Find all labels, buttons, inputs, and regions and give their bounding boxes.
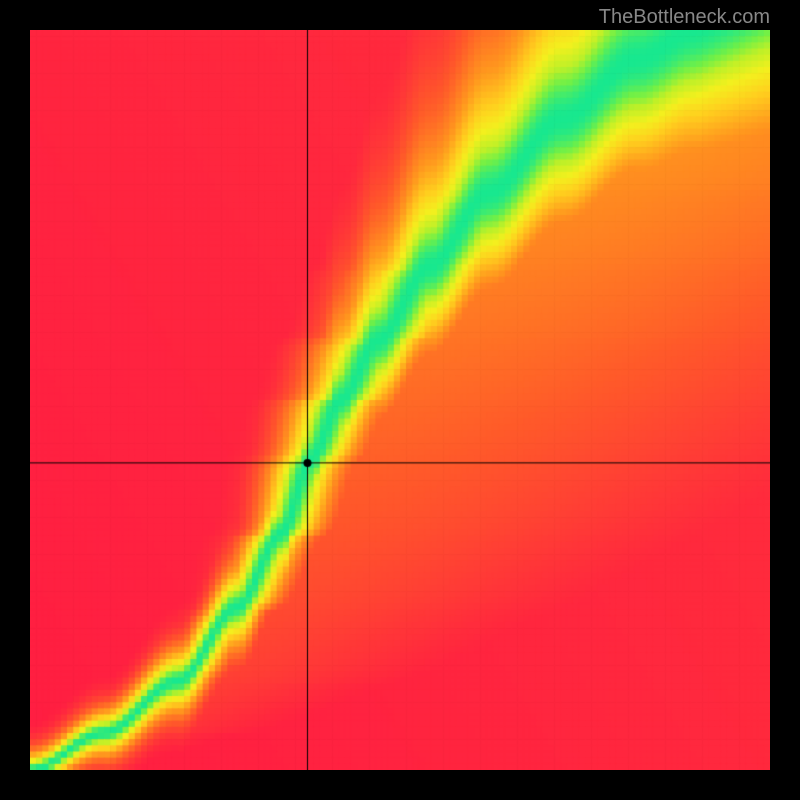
watermark-text: TheBottleneck.com bbox=[599, 6, 770, 29]
bottleneck-heatmap bbox=[30, 30, 770, 770]
